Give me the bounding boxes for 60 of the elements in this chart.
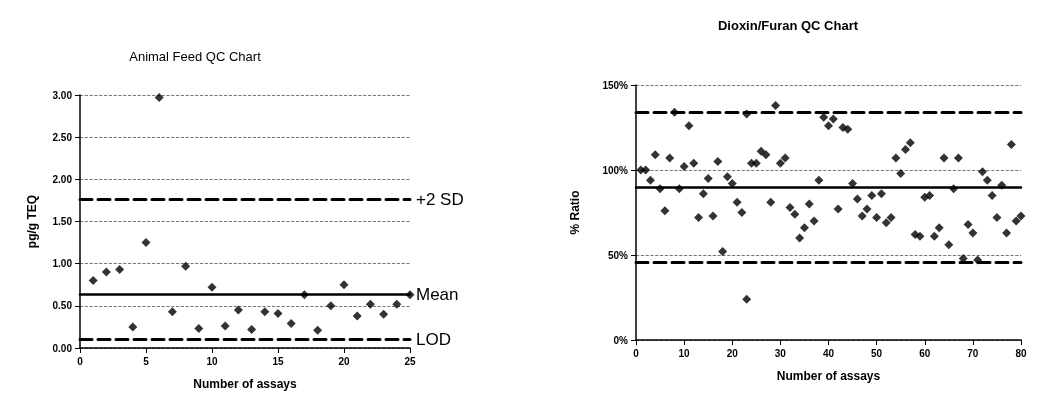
y-tick-label: 150% — [602, 79, 629, 91]
x-tick-label: 10 — [206, 355, 218, 367]
y-tick-label: 0% — [613, 334, 629, 346]
point — [220, 321, 230, 331]
x-tick-label: 25 — [404, 355, 416, 367]
y-tick-label: 100% — [602, 164, 629, 176]
point — [392, 299, 402, 309]
y-tick-label: 1.00 — [52, 258, 73, 270]
point — [339, 280, 349, 290]
y-tick-label: 3.00 — [52, 89, 73, 101]
y-tick-label: 0.50 — [52, 300, 73, 312]
point — [141, 238, 151, 248]
y-tick-label: 0.00 — [52, 342, 73, 354]
x-tick-label: 20 — [338, 355, 350, 367]
point — [260, 307, 270, 317]
x-tick-label: 0 — [77, 355, 84, 367]
point — [365, 299, 375, 309]
x-tick-label: 60 — [919, 347, 931, 359]
point — [313, 325, 323, 335]
point — [154, 93, 164, 103]
x-tick-label: 0 — [633, 347, 640, 359]
point — [128, 322, 138, 332]
y-tick-label: 2.50 — [52, 131, 73, 143]
point — [299, 290, 309, 300]
point — [405, 290, 415, 300]
ref-line-label: Mean — [416, 284, 459, 304]
point — [286, 319, 296, 329]
chart-title: Animal Feed QC Chart — [129, 49, 262, 64]
y-tick-label: 50% — [607, 249, 629, 261]
x-tick-label: 5 — [143, 355, 150, 367]
x-axis-title: Number of assays — [193, 377, 298, 391]
x-tick-label: 80 — [1015, 347, 1027, 359]
point — [207, 282, 217, 292]
point — [167, 307, 177, 317]
x-tick-label: 15 — [272, 355, 284, 367]
x-tick-label: 20 — [726, 347, 739, 359]
x-axis-title: Number of assays — [776, 369, 881, 383]
x-tick-label: 10 — [678, 347, 691, 359]
chart-title: Dioxin/Furan QC Chart — [717, 18, 859, 33]
x-tick-label: 30 — [774, 347, 787, 359]
y-tick-label: 1.50 — [52, 216, 73, 227]
y-axis-title: % Ratio — [568, 190, 582, 235]
point — [379, 309, 389, 319]
y-axis-title: pg/g TEQ — [25, 194, 39, 249]
point — [326, 301, 336, 311]
x-tick-label: 50 — [871, 347, 883, 359]
y-tick-label: 2.00 — [52, 173, 73, 185]
point — [233, 305, 243, 315]
point — [88, 276, 98, 286]
point — [247, 324, 257, 334]
point — [115, 265, 125, 275]
point — [181, 261, 191, 271]
point — [101, 267, 111, 277]
x-tick-label: 70 — [967, 347, 979, 359]
ref-line-label: +2 SD — [416, 190, 464, 210]
x-tick-label: 40 — [822, 347, 835, 359]
point — [273, 308, 283, 318]
ref-line-label: LOD — [416, 330, 451, 350]
point — [352, 311, 362, 321]
point — [194, 324, 204, 334]
